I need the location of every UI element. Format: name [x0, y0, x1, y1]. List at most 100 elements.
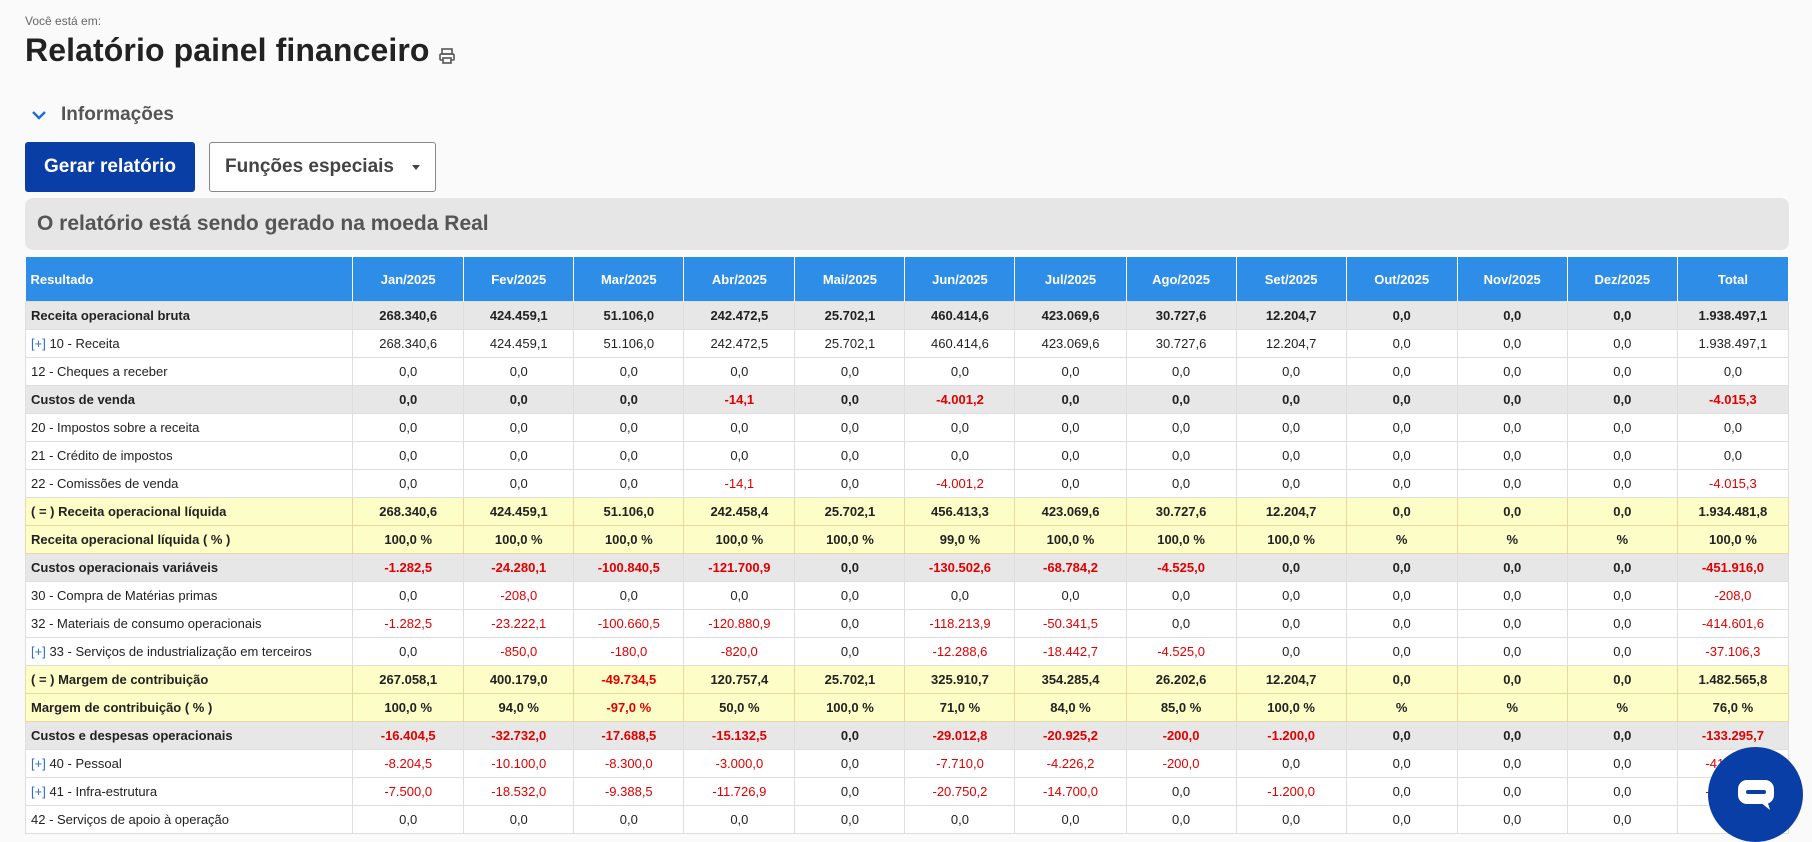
generate-report-button[interactable]: Gerar relatório	[25, 142, 195, 192]
expand-row-toggle[interactable]: [+]	[31, 336, 46, 351]
table-cell: 0,0	[1014, 469, 1127, 498]
table-cell: 0,0	[352, 413, 465, 442]
table-cell: 0,0	[1456, 497, 1568, 526]
page-title-row: Relatório painel financeiro	[25, 32, 456, 69]
table-cell: 0,0	[573, 357, 685, 386]
table-cell: 0,0	[1456, 329, 1568, 358]
table-cell: 71,0 %	[904, 693, 1016, 722]
row-label: 21 - Crédito de impostos	[31, 448, 173, 463]
table-cell: 0,0	[352, 441, 465, 470]
column-header: Ago/2025	[1126, 257, 1237, 302]
table-cell: 0,0	[794, 637, 906, 666]
table-cell: 100,0 %	[463, 525, 575, 554]
table-cell: 85,0 %	[1125, 693, 1237, 722]
table-cell: 0,0	[573, 413, 685, 442]
table-cell: -120.880,9	[683, 609, 796, 638]
table-row[interactable]: [+] 33 - Serviços de industrialização em…	[24, 637, 1790, 666]
row-label-cell: 20 - Impostos sobre a receita	[24, 413, 354, 442]
table-cell: 0,0	[904, 805, 1016, 834]
special-functions-dropdown[interactable]: Funções especiais	[209, 142, 436, 192]
table-row: ( = ) Margem de contribuição 267.058,1 400…	[24, 665, 1790, 694]
table-cell: 0,0	[352, 357, 465, 386]
row-label-cell: [+] 10 - Receita	[24, 329, 354, 358]
table-row[interactable]: [+] 10 - Receita 268.340,6 424.459,1 51.106…	[24, 329, 1790, 358]
expand-row-toggle[interactable]: [+]	[31, 784, 46, 799]
table-cell: -10.100,0	[463, 749, 575, 778]
table-cell: 460.414,6	[904, 329, 1016, 358]
table-cell: 0,0	[1456, 441, 1568, 470]
row-label: 20 - Impostos sobre a receita	[31, 420, 200, 435]
print-icon[interactable]	[438, 47, 456, 65]
table-cell: -49.734,5	[573, 665, 685, 694]
table-cell: 0,0	[683, 357, 796, 386]
row-label: 41 - Infra-estrutura	[49, 784, 158, 799]
table-cell: -121.700,9	[683, 553, 796, 582]
row-label: Receita operacional bruta	[31, 308, 190, 323]
table-cell: -118.213,9	[904, 609, 1016, 638]
table-cell: -29.012,8	[904, 721, 1016, 750]
table-cell: 0,0	[1125, 609, 1237, 638]
table-row: Custos e despesas operacionais -16.404,5-…	[24, 721, 1790, 750]
row-label-cell: ( = ) Receita operacional líquida	[24, 497, 354, 526]
table-row: 21 - Crédito de impostos 0,0 0,0 0,0 0,0 0,0 0…	[24, 441, 1790, 470]
table-cell: 0,0	[463, 413, 575, 442]
table-cell: 0,0	[573, 805, 685, 834]
table-cell: 0,0	[573, 469, 685, 498]
table-row[interactable]: [+] 40 - Pessoal -8.204,5 -10.100,0 -8.300,…	[24, 749, 1790, 778]
table-cell: 0,0	[1456, 749, 1568, 778]
table-cell: 0,0	[1456, 413, 1568, 442]
table-cell: -20.750,2	[904, 777, 1016, 806]
table-cell: 0,0	[1014, 357, 1127, 386]
table-cell: 30.727,6	[1125, 329, 1237, 358]
table-cell: 100,0 %	[794, 525, 906, 554]
table-cell: 0,0	[1014, 581, 1127, 610]
table-cell: 0,0	[1235, 553, 1347, 582]
column-header: Mar/2025	[573, 257, 685, 302]
table-cell: -18.532,0	[463, 777, 575, 806]
table-cell: 268.340,6	[352, 497, 465, 526]
info-section-toggle[interactable]: Informações	[31, 104, 174, 126]
table-cell: 0,0	[1235, 805, 1347, 834]
table-cell: 456.413,3	[904, 497, 1016, 526]
row-label: Custos de venda	[31, 392, 136, 407]
financial-report-table: Resultado Jan/2025 Fev/2025 Mar/2025 Abr/202…	[24, 257, 1790, 834]
table-cell: 0,0	[1014, 413, 1127, 442]
table-cell: 0,0	[1566, 553, 1678, 582]
table-cell: -1.282,5	[352, 609, 465, 638]
table-cell: 0,0	[1345, 721, 1458, 750]
row-label-cell: Custos de venda	[24, 385, 354, 414]
table-cell: 0,0	[573, 441, 685, 470]
expand-row-toggle[interactable]: [+]	[31, 756, 46, 771]
table-cell: 0,0	[683, 805, 796, 834]
table-cell: 0,0	[1566, 665, 1678, 694]
table-cell: -1.200,0	[1235, 777, 1347, 806]
table-cell: 0,0	[1235, 357, 1347, 386]
table-cell: 25.702,1	[794, 665, 906, 694]
table-cell: -133.295,7	[1676, 721, 1790, 750]
table-cell: 0,0	[904, 357, 1016, 386]
table-row[interactable]: [+] 41 - Infra-estrutura -7.500,0 -18.532,…	[24, 777, 1790, 806]
table-cell: 0,0	[1566, 329, 1678, 358]
column-header-resultado: Resultado	[25, 257, 354, 302]
table-cell: -4.015,3	[1676, 469, 1790, 498]
table-cell: 100,0 %	[573, 525, 685, 554]
table-cell: 0,0	[1235, 385, 1347, 414]
table-cell: 424.459,1	[463, 497, 575, 526]
table-cell: 0,0	[794, 777, 906, 806]
table-cell: 0,0	[1566, 441, 1678, 470]
chat-button[interactable]	[1708, 747, 1803, 842]
table-cell: 0,0	[794, 385, 906, 414]
table-cell: 0,0	[1676, 441, 1790, 470]
table-cell: 268.340,6	[352, 301, 465, 330]
table-cell: 0,0	[463, 357, 575, 386]
table-row: Custos de venda 0,0 0,0 0,0 -14,1 0,0 -4.001,2…	[24, 385, 1790, 414]
expand-row-toggle[interactable]: [+]	[31, 644, 46, 659]
table-cell: 0,0	[1345, 301, 1458, 330]
table-row: Margem de contribuição ( % ) 100,0 % 94,0 …	[24, 693, 1790, 722]
table-cell: 0,0	[794, 553, 906, 582]
table-cell: -97,0 %	[573, 693, 685, 722]
row-label: Margem de contribuição ( % )	[31, 700, 213, 715]
row-label-cell: [+] 41 - Infra-estrutura	[24, 777, 354, 806]
row-label-cell: Custos e despesas operacionais	[24, 721, 354, 750]
table-cell: -208,0	[463, 581, 575, 610]
